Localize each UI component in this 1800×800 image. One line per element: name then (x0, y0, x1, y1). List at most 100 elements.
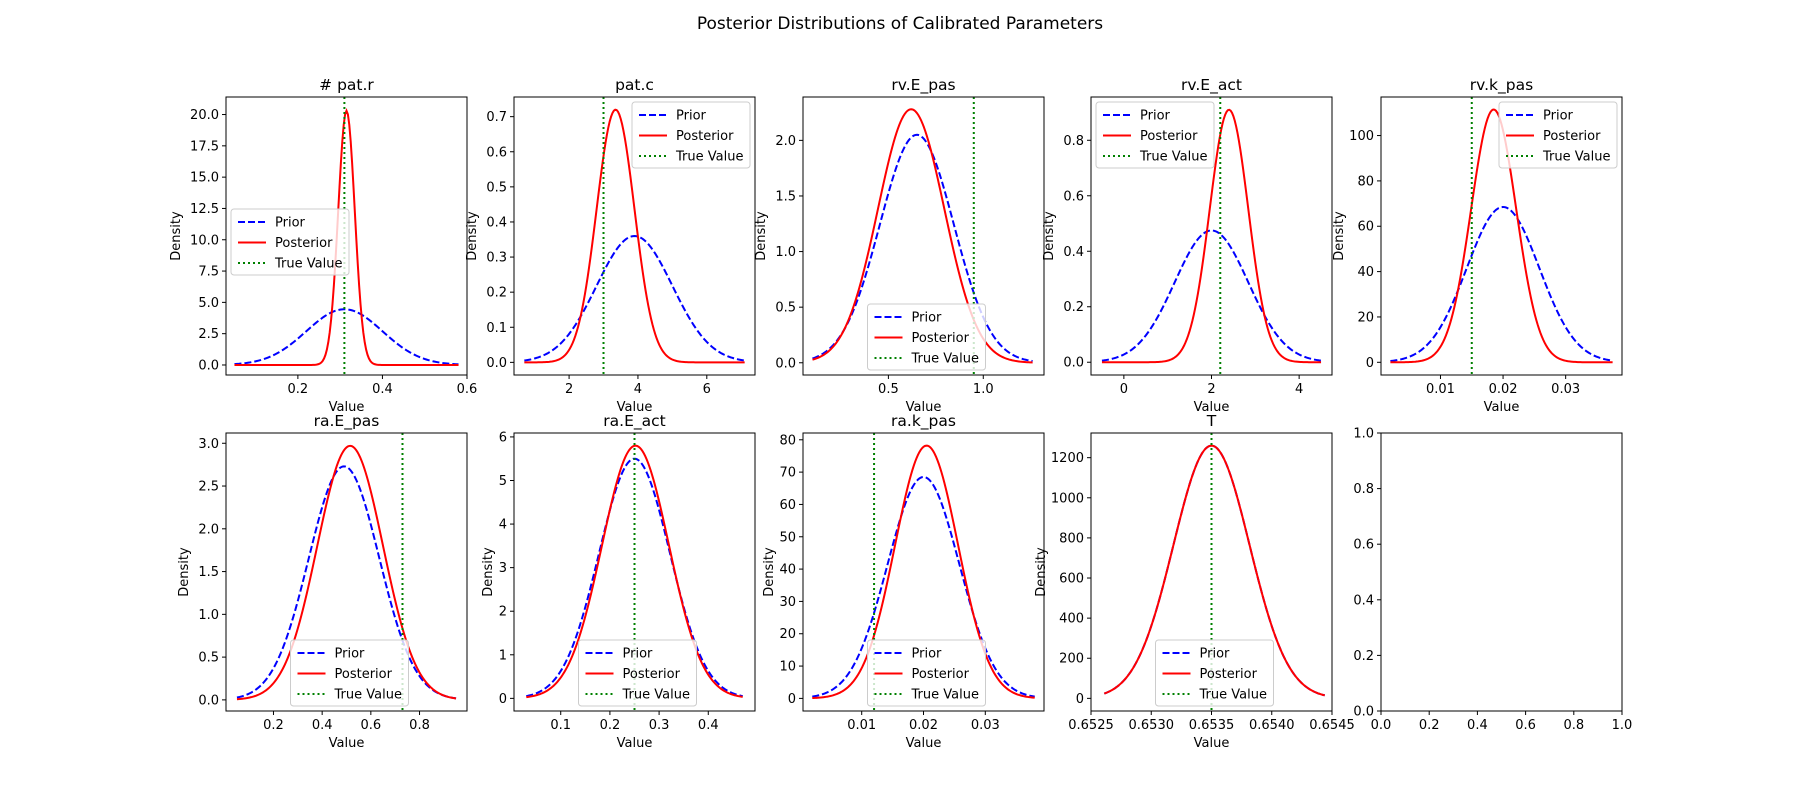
x-tick-label: 0.3 (649, 718, 670, 733)
prior-curve (524, 234, 745, 362)
legend-prior-label: Prior (912, 311, 943, 326)
legend: Prior Posterior True Value (230, 208, 350, 276)
y-tick-label: 0.3 (486, 251, 507, 266)
figure-suptitle: Posterior Distributions of Calibrated Pa… (697, 14, 1103, 34)
x-axis-label: Value (329, 736, 365, 751)
y-tick-label: 0.0 (1353, 705, 1374, 720)
y-tick-label: 50 (779, 530, 796, 545)
legend: Prior Posterior True Value (867, 303, 986, 371)
legend: Prior Posterior True Value (631, 101, 751, 169)
x-tick-label: 4 (1295, 382, 1303, 397)
y-tick-label: 200 (1059, 652, 1084, 667)
legend: Prior Posterior True Value (1095, 101, 1215, 169)
legend-box (867, 303, 986, 371)
prior-curve (1390, 205, 1613, 363)
y-tick-label: 400 (1059, 612, 1084, 627)
y-axis-label: Density (169, 211, 184, 261)
y-tick-label: 0.5 (486, 180, 507, 195)
y-tick-label: 15.0 (190, 171, 219, 186)
y-tick-label: 0.1 (486, 321, 507, 336)
subplot-title: # pat.r (319, 76, 374, 94)
x-tick-label: 0.6 (457, 382, 478, 397)
subplot-title: ra.k_pas (891, 412, 956, 431)
legend-box (867, 639, 986, 707)
y-tick-label: 80 (779, 433, 796, 448)
x-axis-label: Value (617, 400, 653, 415)
y-tick-label: 2.0 (198, 522, 219, 537)
x-tick-label: 0 (1120, 382, 1128, 397)
y-tick-label: 7.5 (198, 265, 219, 280)
y-tick-label: 1.5 (775, 189, 796, 204)
x-axis-label: Value (906, 736, 942, 751)
x-axis-label: Value (1194, 400, 1230, 415)
plot-area (524, 97, 745, 375)
x-tick-label: 0.6525 (1068, 718, 1114, 733)
y-tick-label: 0.5 (198, 651, 219, 666)
posterior-curve (234, 108, 459, 366)
y-axis-label: Density (1332, 211, 1347, 261)
x-tick-label: 0.6545 (1309, 718, 1355, 733)
legend-box (230, 208, 350, 276)
y-tick-label: 100 (1349, 129, 1374, 144)
y-tick-label: 3 (499, 561, 507, 576)
legend-true-label: True Value (1139, 150, 1207, 165)
x-tick-label: 0.02 (1489, 382, 1518, 397)
subplot-1: 0.2 0.4 0.6 0.0 2.5 5.0 7.5 10.0 12.5 15.0 17.5 20.… (169, 76, 477, 415)
y-tick-label: 0.0 (198, 358, 219, 373)
legend-box (1498, 101, 1618, 169)
y-tick-label: 0.0 (198, 693, 219, 708)
y-tick-label: 0.5 (775, 301, 796, 316)
legend: Prior Posterior True Value (578, 639, 697, 707)
subplot-10: 0.0 0.2 0.4 0.6 0.8 1.0 0.0 0.2 0.4 0.6 0.8 1.0 (1353, 427, 1632, 734)
panels-group: 0.2 0.4 0.60.02.55.07.510.012.515.017.520.… (169, 76, 1632, 751)
y-tick-label: 0.0 (1063, 356, 1084, 371)
legend-true-label: True Value (1199, 688, 1267, 703)
y-tick-label: 0.2 (486, 286, 507, 301)
y-tick-label: 10 (779, 660, 796, 675)
axes-frame (802, 96, 1045, 376)
x-tick-label: 1.0 (1612, 718, 1633, 733)
y-tick-label: 0.6 (1353, 538, 1374, 553)
legend-true-label: True Value (1542, 150, 1610, 165)
y-tick-label: 3.0 (198, 437, 219, 452)
y-tick-label: 20 (1357, 310, 1374, 325)
legend-true-label: True Value (911, 352, 979, 367)
x-axis-label: Value (617, 736, 653, 751)
prior-curve (234, 308, 459, 366)
legend-box (1155, 639, 1274, 707)
posterior-curve (236, 444, 457, 701)
y-tick-label: 60 (779, 498, 796, 513)
y-tick-label: 0.2 (1353, 649, 1374, 664)
y-tick-label: 0.4 (486, 215, 507, 230)
y-tick-label: 0.2 (1063, 300, 1084, 315)
axes-frame (1380, 432, 1623, 712)
plot-area (234, 97, 459, 375)
x-tick-label: 0.2 (1419, 718, 1440, 733)
y-axis-label: Density (1042, 211, 1057, 261)
y-tick-label: 40 (779, 563, 796, 578)
subplot-6: 0.2 0.4 0.6 0.8 0.0 0.5 1.0 1.5 2.0 2.5 3.0 ra.E_pa… (177, 412, 468, 751)
y-tick-label: 12.5 (190, 202, 219, 217)
x-axis-label: Value (329, 400, 365, 415)
y-axis-label: Density (465, 211, 480, 261)
y-tick-label: 0 (788, 692, 796, 707)
y-tick-label: 0.6 (486, 145, 507, 160)
y-tick-label: 17.5 (190, 139, 219, 154)
y-tick-label: 5 (499, 474, 507, 489)
y-axis-label: Density (762, 547, 777, 597)
y-tick-label: 1000 (1051, 491, 1084, 506)
subplot-title: rv.E_act (1181, 76, 1242, 95)
y-tick-label: 40 (1357, 265, 1374, 280)
y-tick-label: 0.7 (486, 110, 507, 125)
x-axis-label: Value (1194, 736, 1230, 751)
prior-curve (812, 475, 1035, 698)
posterior-curve (812, 444, 1035, 700)
legend-true-label: True Value (274, 257, 342, 272)
legend-prior-label: Prior (1543, 109, 1574, 124)
posterior-curve (812, 108, 1033, 364)
y-tick-label: 800 (1059, 531, 1084, 546)
x-tick-label: 0.8 (409, 718, 430, 733)
y-axis-label: Density (177, 547, 192, 597)
subplot-title: rv.k_pas (1470, 76, 1533, 95)
y-tick-label: 20 (779, 627, 796, 642)
